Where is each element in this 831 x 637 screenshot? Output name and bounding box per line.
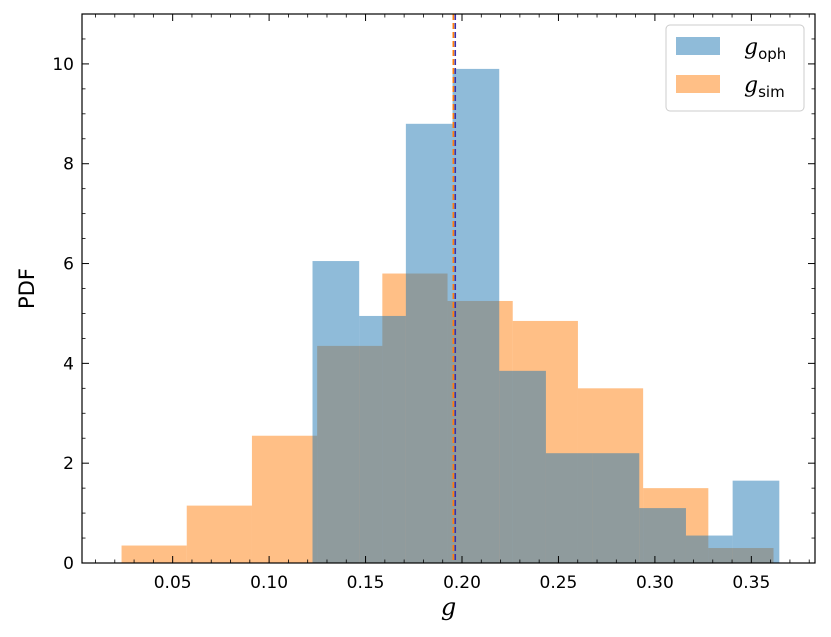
legend-label-oph: goph — [744, 35, 786, 63]
x-axis-label: g — [441, 593, 456, 621]
bar-sim-2 — [251, 435, 318, 563]
bar-oph-5 — [545, 453, 593, 563]
x-axis-ticks: 0.05 0.10 0.15 0.20 0.25 0.30 0.35 — [95, 14, 810, 593]
bar-oph-7 — [639, 508, 686, 563]
mean-lines — [452, 14, 457, 563]
x-tick-label: 0.35 — [732, 573, 770, 593]
legend-swatch-oph — [676, 37, 720, 55]
bar-oph-8 — [685, 535, 733, 563]
bar-sim-1 — [186, 505, 252, 563]
bar-oph-6 — [592, 453, 640, 563]
y-axis-label: PDF — [15, 268, 39, 309]
x-tick-label: 0.25 — [540, 573, 578, 593]
bar-oph-9 — [732, 480, 780, 563]
legend-swatch-sim — [676, 75, 720, 93]
y-tick-label: 0 — [63, 554, 74, 574]
y-tick-label: 2 — [63, 454, 74, 474]
x-tick-label: 0.05 — [154, 573, 192, 593]
x-tick-label: 0.15 — [347, 573, 385, 593]
x-tick-label: 0.30 — [636, 573, 674, 593]
axes-frame — [81, 13, 816, 564]
y-tick-label: 8 — [63, 155, 74, 175]
bar-oph-3 — [452, 68, 500, 564]
bar-sim-0 — [121, 545, 187, 563]
x-tick-label: 0.10 — [250, 573, 288, 593]
legend: goph gsim — [665, 24, 805, 112]
y-tick-label: 6 — [63, 255, 74, 275]
oph-bars — [312, 68, 780, 564]
y-tick-label: 10 — [52, 55, 74, 75]
legend-label-sim: gsim — [744, 73, 785, 101]
bar-oph-4 — [499, 370, 546, 563]
bar-oph-2 — [405, 123, 453, 564]
bar-oph-1 — [359, 315, 406, 563]
bar-oph-0 — [312, 261, 360, 563]
x-tick-label: 0.20 — [443, 573, 481, 593]
y-tick-label: 4 — [63, 354, 74, 374]
